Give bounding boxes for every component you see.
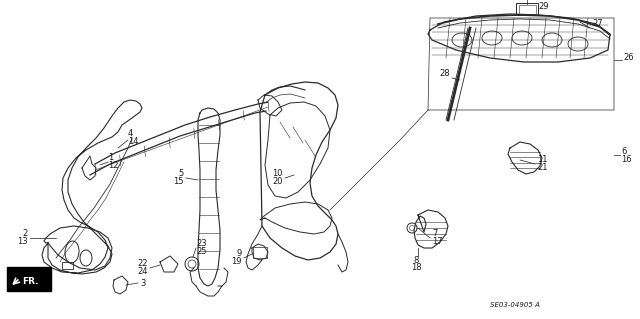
Text: 6: 6: [621, 147, 627, 157]
Text: 17: 17: [432, 236, 443, 246]
Text: 1: 1: [108, 153, 113, 162]
Text: 7: 7: [432, 229, 437, 239]
Text: 8: 8: [413, 256, 419, 265]
Text: 13: 13: [17, 236, 28, 246]
Text: 24: 24: [138, 266, 148, 276]
Text: 22: 22: [138, 259, 148, 269]
Text: 15: 15: [173, 176, 184, 186]
Text: 26: 26: [623, 53, 634, 62]
Text: 2: 2: [23, 229, 28, 239]
Text: 20: 20: [273, 176, 283, 186]
Text: 29: 29: [538, 2, 548, 11]
FancyBboxPatch shape: [7, 267, 51, 291]
Text: 5: 5: [179, 169, 184, 179]
Text: 14: 14: [128, 137, 138, 145]
Text: FR.: FR.: [22, 278, 38, 286]
Text: 4: 4: [128, 130, 133, 138]
Text: 23: 23: [196, 240, 207, 249]
Text: 21: 21: [537, 162, 547, 172]
Text: 9: 9: [237, 249, 242, 258]
Text: 28: 28: [440, 70, 450, 78]
Text: 11: 11: [537, 155, 547, 165]
Text: 18: 18: [411, 263, 421, 272]
Text: 16: 16: [621, 154, 632, 164]
Text: 25: 25: [196, 247, 207, 256]
Text: 19: 19: [232, 256, 242, 265]
Text: 10: 10: [273, 169, 283, 179]
Text: SE03-04905 A: SE03-04905 A: [490, 302, 540, 308]
Text: 3: 3: [140, 278, 145, 287]
Text: 27: 27: [592, 19, 603, 28]
Text: 12: 12: [108, 160, 118, 169]
